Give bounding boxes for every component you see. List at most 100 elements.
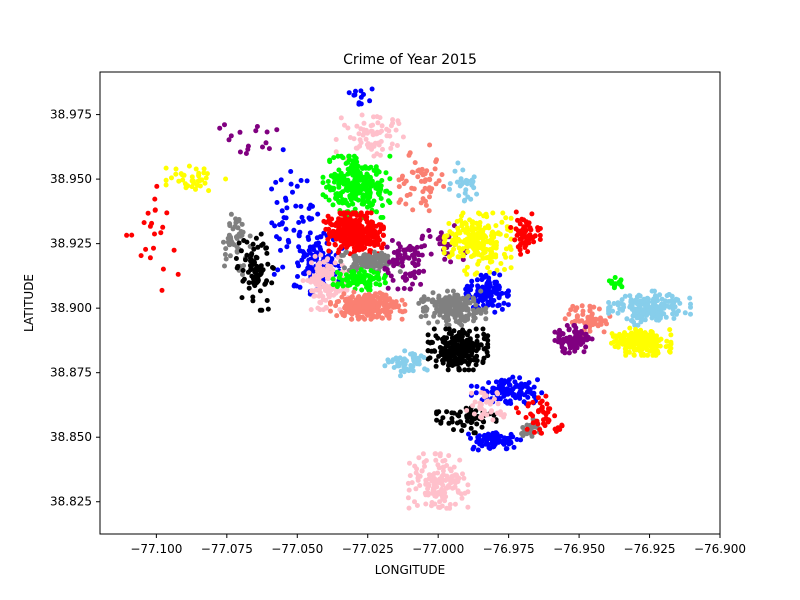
data-point — [464, 413, 470, 419]
data-point — [412, 263, 418, 269]
data-point — [363, 216, 369, 222]
data-point — [260, 144, 265, 150]
data-point — [510, 386, 516, 392]
data-point — [566, 350, 572, 356]
data-point — [511, 444, 517, 450]
data-point — [585, 334, 591, 340]
data-point — [530, 234, 536, 240]
data-point — [437, 297, 442, 303]
data-point — [456, 475, 462, 481]
data-point — [546, 406, 551, 412]
data-point — [237, 149, 243, 155]
data-point — [494, 390, 500, 396]
data-point — [300, 278, 306, 284]
data-point — [517, 375, 523, 381]
data-point — [654, 310, 660, 316]
data-point — [478, 288, 484, 294]
data-point — [469, 419, 475, 425]
data-point — [492, 437, 498, 443]
data-point — [390, 277, 396, 283]
data-point — [394, 261, 400, 267]
data-point — [363, 136, 369, 142]
data-point — [445, 484, 451, 489]
data-point — [436, 178, 442, 184]
data-point — [617, 331, 622, 337]
data-point — [254, 124, 260, 129]
y-tick-label: 38.825 — [50, 495, 92, 509]
data-point — [326, 230, 332, 236]
data-point — [387, 176, 393, 182]
data-point — [490, 390, 496, 396]
data-point — [194, 182, 200, 188]
data-point — [423, 501, 429, 507]
data-point — [472, 343, 478, 348]
data-point — [311, 293, 317, 299]
data-point — [336, 178, 342, 183]
data-point — [508, 431, 514, 437]
data-point — [568, 307, 574, 313]
data-point — [426, 483, 432, 489]
data-point — [501, 414, 507, 420]
data-point — [331, 155, 337, 161]
data-point — [378, 260, 384, 266]
data-point — [473, 390, 479, 396]
data-point — [427, 234, 433, 239]
data-point — [520, 425, 526, 430]
data-point — [645, 303, 651, 309]
data-point — [308, 260, 314, 266]
data-point — [407, 286, 413, 292]
data-point — [474, 277, 480, 283]
data-point — [389, 238, 395, 243]
data-point — [387, 153, 393, 159]
data-point — [284, 205, 290, 211]
data-point — [400, 134, 406, 140]
data-point — [456, 318, 462, 324]
data-point — [425, 296, 431, 302]
data-point — [433, 363, 439, 369]
data-point — [357, 137, 363, 143]
data-point — [464, 337, 470, 343]
data-point — [501, 300, 507, 306]
data-point — [505, 288, 511, 294]
data-point — [395, 363, 401, 369]
data-point — [455, 310, 461, 316]
data-point — [346, 90, 352, 96]
data-point — [562, 316, 568, 322]
data-point — [455, 160, 461, 166]
data-point — [518, 381, 524, 387]
data-point — [425, 356, 431, 362]
data-point — [572, 318, 578, 324]
data-point — [426, 472, 432, 478]
data-point — [467, 217, 473, 223]
data-point — [561, 336, 567, 342]
data-point — [447, 502, 453, 507]
data-point — [492, 279, 498, 285]
data-point — [647, 332, 653, 338]
data-point — [454, 179, 460, 185]
data-point — [346, 238, 352, 243]
data-point — [439, 478, 445, 484]
data-point — [434, 411, 440, 417]
data-point — [606, 278, 612, 284]
data-point — [649, 288, 655, 294]
data-point — [688, 311, 693, 317]
data-point — [450, 485, 456, 491]
data-point — [297, 248, 303, 254]
data-point — [626, 349, 632, 355]
data-point — [347, 225, 353, 230]
data-point — [632, 311, 638, 317]
data-point — [262, 281, 268, 287]
data-point — [354, 159, 360, 165]
data-point — [395, 248, 401, 254]
data-point — [328, 301, 333, 307]
data-point — [312, 280, 318, 285]
data-point — [529, 211, 535, 217]
data-point — [445, 367, 451, 373]
data-point — [345, 171, 351, 177]
data-point — [525, 403, 531, 409]
data-point — [375, 168, 380, 173]
data-point — [457, 230, 463, 236]
data-point — [615, 300, 621, 306]
data-point — [299, 257, 305, 263]
data-point — [664, 303, 670, 309]
